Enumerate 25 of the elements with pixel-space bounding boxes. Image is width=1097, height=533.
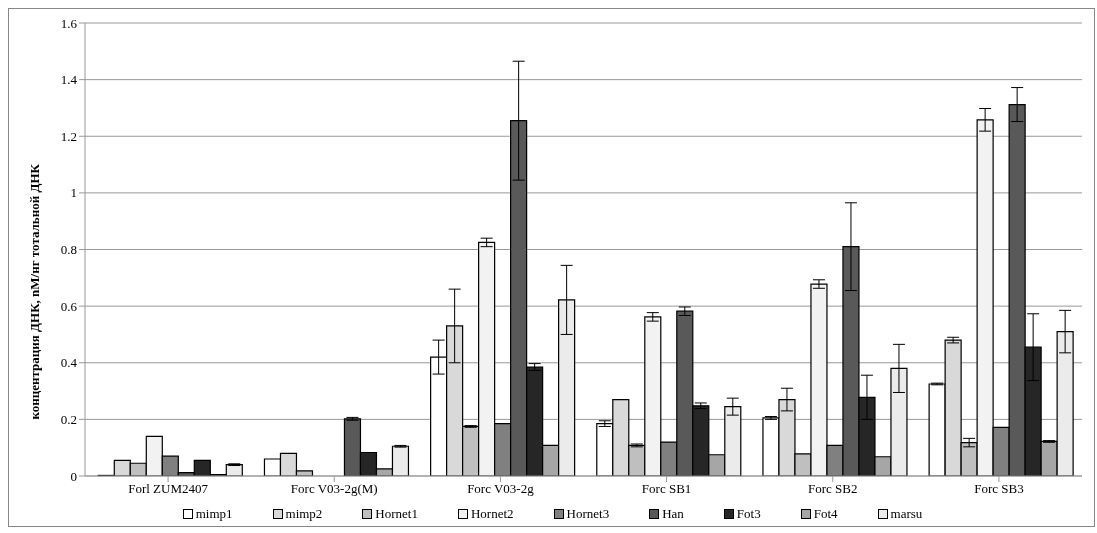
legend-label: Fot4 [813, 506, 838, 522]
x-tick-label: Forc V03-2g(M) [290, 481, 378, 497]
y-tick-label: 0 [70, 468, 77, 484]
x-tick-label: Forc SB1 [641, 481, 692, 497]
legend-label: Hornet1 [375, 506, 418, 522]
legend-label: Hornet3 [566, 506, 610, 522]
y-tick-label: 0.6 [60, 298, 78, 314]
x-tick-label: Forc V03-2g [467, 481, 535, 497]
y-tick-label: 1.2 [60, 128, 77, 144]
legend-label: marsu [890, 506, 923, 522]
legend-label: Fot3 [736, 506, 761, 522]
x-tick-label: Forc SB3 [974, 481, 1024, 497]
legend-label: Hornet2 [470, 506, 514, 522]
x-tick-label: Forl ZUM2407 [128, 481, 209, 497]
y-axis-title: концентрация ДНК, nМ/нг тотальной ДНК [26, 163, 42, 420]
y-tick-label: 0.4 [60, 355, 78, 371]
legend-label: mimp1 [195, 506, 233, 522]
legend-label: Han [662, 506, 684, 522]
y-tick-label: 0.2 [60, 411, 77, 427]
y-tick-label: 0.8 [60, 242, 77, 258]
y-tick-label: 1.4 [60, 72, 78, 88]
y-tick-label: 1.6 [60, 15, 78, 31]
x-tick-label: Forc SB2 [808, 481, 858, 497]
legend-label: mimp2 [285, 506, 323, 522]
y-tick-label: 1 [70, 185, 77, 201]
